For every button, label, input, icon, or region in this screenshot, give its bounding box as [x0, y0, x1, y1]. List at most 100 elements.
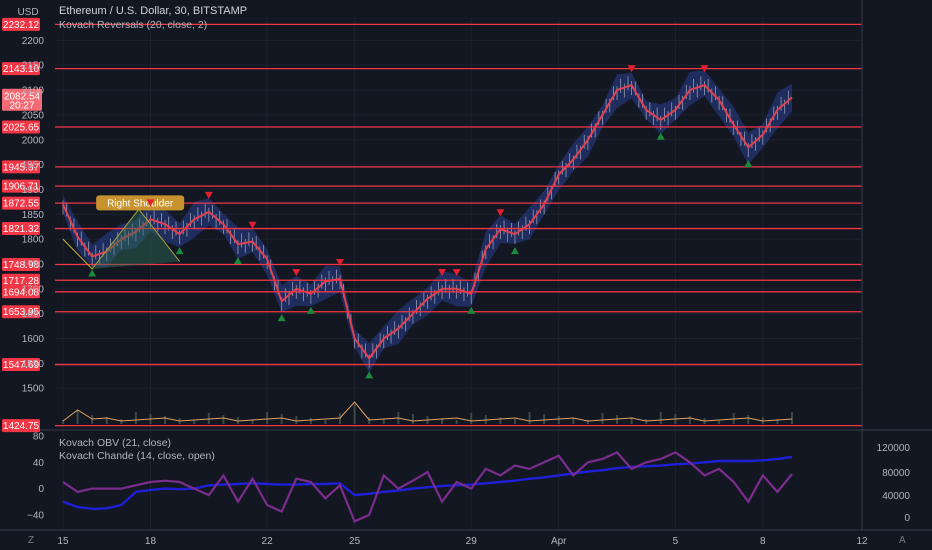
obv-line	[62, 455, 793, 511]
volume-bar-20	[353, 404, 356, 424]
sell-marker-6	[146, 199, 155, 207]
volume-bar-13	[251, 419, 254, 424]
chande-line	[62, 451, 793, 523]
price-tick-0: 1500	[22, 384, 45, 395]
sell-marker-30	[496, 209, 505, 217]
time-tick-6: 5	[673, 536, 679, 547]
time-tick-5: Apr	[551, 536, 567, 547]
volume-bar-3	[105, 417, 108, 424]
volume-bar-15	[280, 414, 283, 424]
level-tag-8	[2, 273, 40, 287]
buy-marker-17	[306, 306, 315, 314]
volume-bar-18	[324, 420, 327, 424]
buy-marker-31	[510, 247, 519, 255]
sell-marker-39	[627, 65, 636, 73]
buy-marker-2	[88, 269, 97, 277]
support-resistance-levels: 2232.12 2143.10 2025.65 1945.37 1906.71 1872.…	[2, 17, 862, 433]
level-tag-0	[2, 17, 40, 31]
oscillator-pane	[62, 451, 793, 523]
osc-tick-1: 40	[33, 458, 45, 469]
price-line	[62, 83, 793, 361]
volume-bar-7	[164, 416, 167, 424]
time-tick-0: 15	[57, 536, 69, 547]
sell-marker-16	[292, 268, 301, 276]
volume-bar-36	[586, 420, 589, 424]
level-tag-4	[2, 179, 40, 193]
level-value-6: 1821.32	[3, 224, 40, 235]
volume-bar-45	[718, 420, 721, 424]
obv-tick-2: 40000	[882, 491, 910, 502]
right-shoulder-label: Right Shoulder	[107, 198, 174, 209]
volume-bar-14	[266, 412, 269, 424]
level-value-4: 1906.71	[3, 182, 40, 193]
price-tick-14: 2200	[22, 36, 45, 47]
right-shoulder-box	[96, 195, 185, 211]
price-tick-6: 1800	[22, 235, 45, 246]
level-tag-7	[2, 258, 40, 272]
time-tick-8: 12	[856, 536, 868, 547]
volume-bar-35	[572, 418, 575, 424]
indicator-legend: Kovach Reversals (20, close, 2)	[59, 19, 208, 31]
sell-marker-13	[248, 221, 257, 229]
buy-marker-21	[365, 371, 374, 379]
price-tick-13: 2150	[22, 61, 45, 72]
pattern-outline	[62, 208, 181, 270]
currency-label: USD	[17, 7, 38, 18]
time-tick-3: 25	[349, 536, 361, 547]
volume-bar-11	[222, 415, 225, 424]
auto-scale-button[interactable]: A	[899, 535, 906, 546]
price-tick-11: 2050	[22, 110, 45, 121]
buy-marker-8	[175, 247, 184, 255]
pattern-fill	[92, 209, 180, 269]
volume-bar-19	[339, 413, 342, 424]
price-tick-5: 1750	[22, 260, 45, 271]
volume-bar-30	[499, 417, 502, 424]
volume-bar-43	[688, 416, 691, 424]
volume-bar-28	[470, 413, 473, 424]
volume-line	[62, 401, 793, 422]
current-price-countdown: 20:27	[9, 101, 34, 112]
volume-bar-26	[441, 418, 444, 424]
volume-bar-31	[513, 419, 516, 424]
price-tick-9: 1950	[22, 160, 45, 171]
volume-bar-37	[601, 413, 604, 424]
level-tag-11	[2, 358, 40, 372]
price-tick-12: 2100	[22, 86, 45, 97]
buy-marker-41	[656, 132, 665, 140]
volume-bar-33	[543, 414, 546, 424]
zoom-button[interactable]: Z	[28, 535, 35, 546]
level-value-3: 1945.37	[3, 162, 40, 173]
volume-bar-32	[528, 412, 531, 424]
osc-tick-3: −40	[27, 510, 44, 521]
volume-bar-17	[309, 418, 312, 424]
price-tick-7: 1850	[22, 210, 45, 221]
head-shoulders-pattern: Right Shoulder	[62, 195, 185, 270]
time-tick-1: 18	[145, 536, 157, 547]
level-tag-6	[2, 222, 40, 236]
level-tag-9	[2, 285, 40, 299]
volume-bars	[62, 401, 793, 424]
volume-bar-9	[193, 420, 196, 424]
price-tick-4: 1700	[22, 284, 45, 295]
current-price-tag	[2, 88, 42, 111]
level-value-11: 1547.69	[3, 360, 40, 371]
level-value-10: 1653.95	[3, 307, 40, 318]
level-value-5: 1872.55	[3, 199, 40, 210]
price-tick-2: 1600	[22, 334, 45, 345]
volume-bar-50	[791, 412, 793, 424]
volume-bar-27	[455, 420, 458, 424]
axis-labels: USD1500155016001650170017501800185019001…	[17, 7, 910, 547]
time-tick-4: 29	[466, 536, 478, 547]
close-line	[62, 83, 793, 361]
volume-bar-16	[295, 416, 298, 424]
level-tag-5	[2, 196, 40, 210]
time-tick-2: 22	[262, 536, 274, 547]
sell-marker-10	[204, 191, 213, 199]
obv-legend: Kovach OBV (21, close)	[59, 437, 172, 449]
obv-tick-1: 80000	[882, 468, 910, 479]
level-tag-12	[2, 419, 40, 433]
volume-bar-46	[732, 413, 735, 424]
buy-marker-12	[233, 257, 242, 265]
